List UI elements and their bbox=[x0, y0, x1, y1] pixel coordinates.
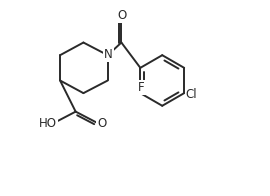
Text: HO: HO bbox=[39, 117, 57, 130]
Text: O: O bbox=[97, 117, 106, 130]
Text: N: N bbox=[104, 48, 113, 61]
Text: O: O bbox=[117, 9, 126, 22]
Text: F: F bbox=[138, 81, 145, 94]
Text: Cl: Cl bbox=[186, 88, 197, 101]
